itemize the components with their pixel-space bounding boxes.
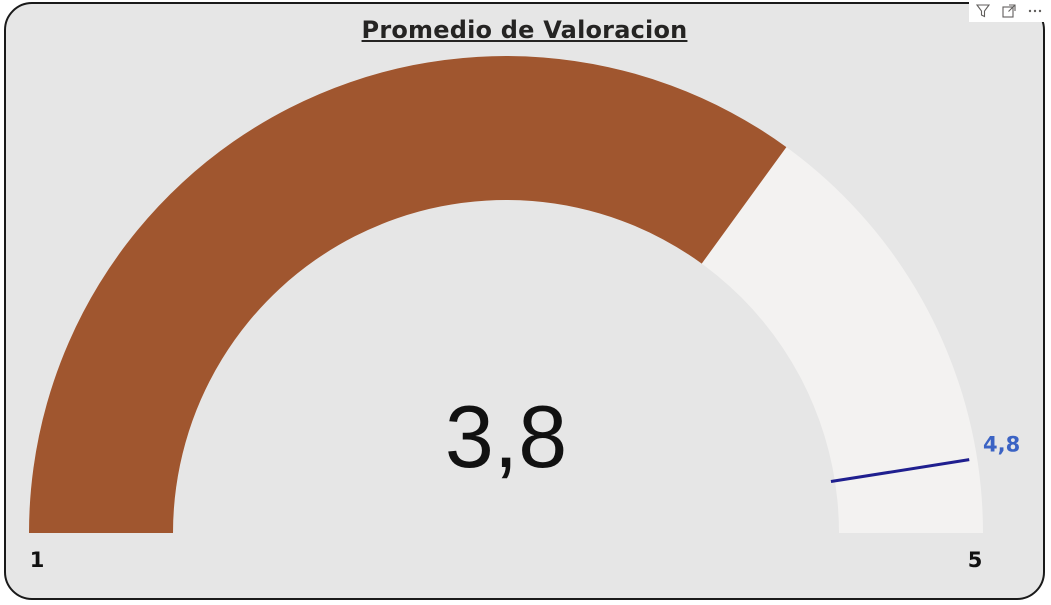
visual-title: Promedio de Valoracion [361,16,688,44]
focus-mode-icon[interactable] [997,0,1021,22]
gauge-target-marker [830,458,970,484]
visual-header-toolbar [969,0,1049,22]
filter-icon[interactable] [971,0,995,22]
gauge-card[interactable]: Promedio de Valoracion 3,8 4,8 1 5 [4,2,1045,600]
gauge-value-arc [29,56,787,533]
gauge-value-label: 3,8 [445,387,567,486]
gauge-min-label: 1 [30,548,45,572]
gauge-max-label: 5 [968,548,983,572]
more-options-icon[interactable] [1023,0,1047,22]
gauge-target-label: 4,8 [983,432,1020,456]
gauge-chart: 3,8 4,8 1 5 [29,56,1020,572]
